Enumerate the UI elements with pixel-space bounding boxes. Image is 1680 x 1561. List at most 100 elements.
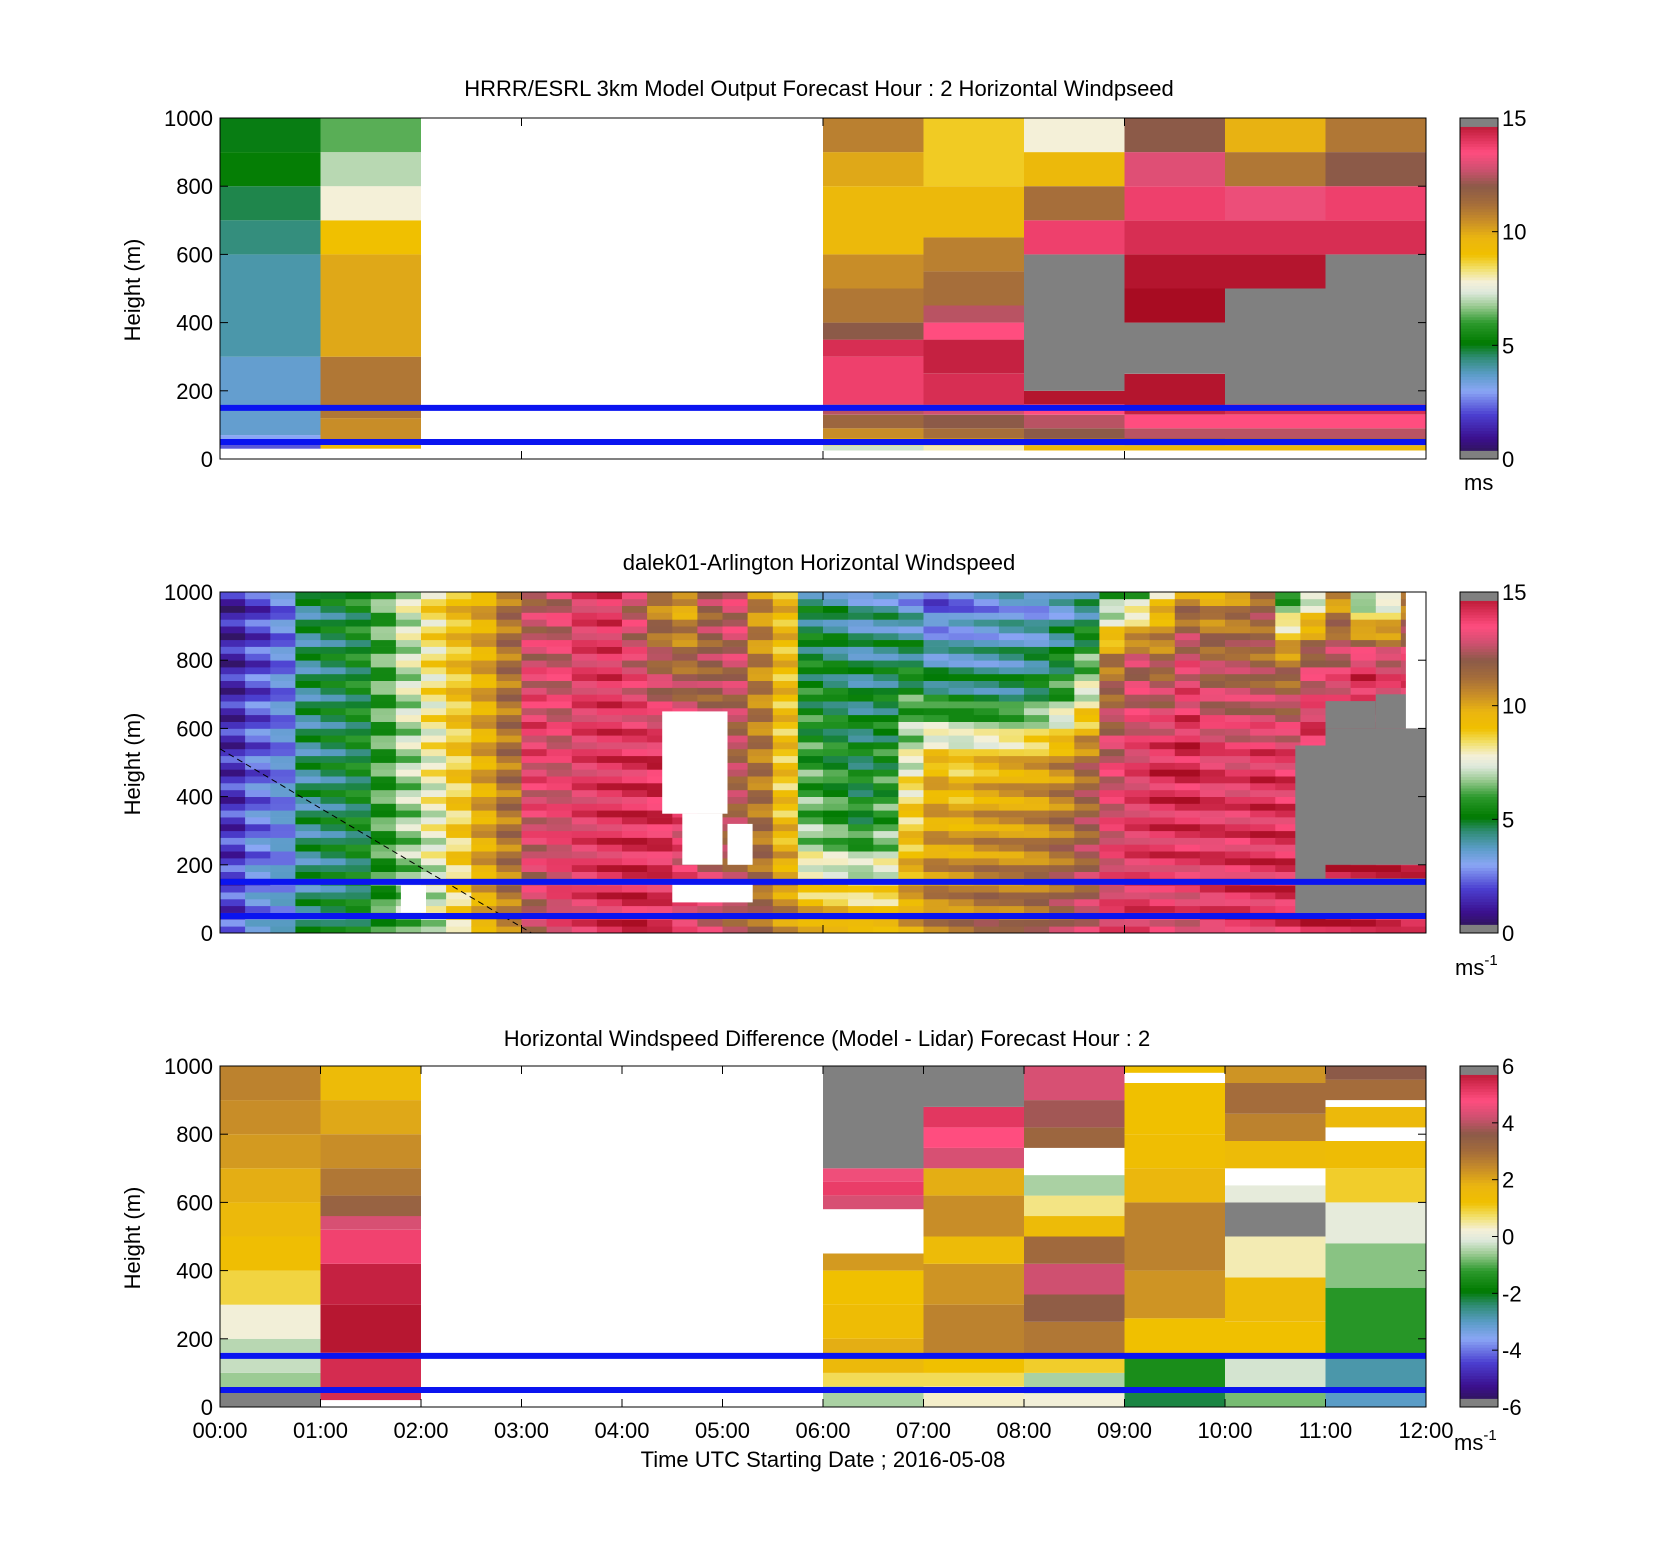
heatmap-cell — [873, 789, 899, 797]
heatmap-cell — [772, 926, 799, 934]
heatmap-cell — [823, 619, 849, 627]
heatmap-cell — [923, 701, 949, 709]
heatmap-cell — [295, 667, 321, 675]
heatmap-cell — [1225, 1113, 1326, 1141]
heatmap-cell — [647, 626, 673, 634]
heatmap-cell — [1275, 769, 1301, 777]
heatmap-cell — [1124, 414, 1225, 429]
colorbar-segment — [1460, 1134, 1498, 1138]
heatmap-cell — [421, 796, 447, 804]
heatmap-cell — [722, 701, 748, 709]
panel-lidar-xticks — [219, 592, 1427, 933]
heatmap-cell — [220, 626, 246, 634]
colorbar-segment — [1460, 1128, 1498, 1132]
heatmap-cell — [370, 707, 397, 716]
heatmap-cell — [1375, 612, 1402, 620]
heatmap-cell — [622, 837, 648, 845]
heatmap-cell — [823, 660, 849, 668]
colorbar-segment — [1460, 368, 1498, 372]
heatmap-cell — [1250, 673, 1276, 681]
heatmap-cell — [521, 783, 547, 791]
heatmap-cell — [772, 783, 799, 791]
heatmap-cell — [1124, 796, 1150, 804]
heatmap-cell — [1099, 687, 1125, 695]
heatmap-cell — [370, 701, 397, 709]
heatmap-cell — [1300, 667, 1326, 675]
colorbar-segment — [1460, 1389, 1498, 1394]
heatmap-cell — [848, 789, 874, 797]
heatmap-cell — [1099, 646, 1125, 654]
heatmap-cell — [1325, 1390, 1426, 1407]
heatmap-cell — [1300, 680, 1326, 688]
heatmap-cell — [672, 632, 698, 641]
heatmap-cell — [395, 844, 422, 852]
colorbar-segment — [1460, 1225, 1498, 1229]
heatmap-cell — [320, 1066, 421, 1101]
heatmap-cell — [1225, 783, 1251, 791]
y-tick-label: 200 — [176, 853, 213, 878]
heatmap-cell — [546, 619, 573, 627]
heatmap-cell — [546, 605, 573, 613]
heatmap-cell — [1174, 810, 1201, 818]
colorbar-segment — [1460, 302, 1498, 306]
heatmap-cell — [1350, 605, 1377, 613]
colorbar-segment — [1460, 294, 1498, 298]
heatmap-cell — [546, 796, 573, 804]
heatmap-cell — [1074, 592, 1100, 600]
heatmap-cell — [270, 632, 296, 641]
heatmap-cell — [1149, 612, 1176, 620]
heatmap-cell — [320, 898, 346, 907]
heatmap-cell — [1049, 864, 1075, 872]
heatmap-cell — [973, 598, 1000, 606]
heatmap-cell — [1300, 728, 1326, 736]
heatmap-cell — [672, 701, 698, 709]
colorbar-segment — [1460, 1404, 1498, 1408]
heatmap-cell — [546, 687, 573, 695]
heatmap-cell — [1325, 1202, 1426, 1244]
heatmap-cell — [797, 728, 824, 736]
heatmap-cell — [823, 632, 849, 641]
heatmap-cell — [320, 1195, 421, 1217]
heatmap-cell — [320, 639, 346, 647]
heatmap-cell — [1174, 803, 1201, 811]
heatmap-cell — [1149, 673, 1176, 681]
heatmap-cell — [320, 755, 346, 763]
heatmap-cell — [421, 755, 447, 763]
heatmap-cell — [923, 823, 949, 832]
heatmap-cell — [1024, 735, 1050, 743]
heatmap-cell — [295, 646, 321, 654]
heatmap-cell — [722, 762, 748, 770]
heatmap-cell — [1225, 823, 1251, 832]
heatmap-cell — [571, 851, 598, 859]
colorbar-segment — [1460, 1347, 1498, 1351]
colorbar-segment — [1460, 282, 1498, 287]
heatmap-cell — [1225, 118, 1326, 153]
heatmap-cell — [245, 598, 271, 606]
colorbar-segment — [1460, 336, 1498, 341]
heatmap-cell — [345, 626, 372, 634]
heatmap-cell — [270, 667, 296, 675]
heatmap-cell — [421, 687, 447, 695]
heatmap-cell — [421, 762, 447, 770]
colorbar-segment — [1460, 1284, 1498, 1289]
heatmap-cell — [571, 701, 598, 709]
colorbar-segment — [1460, 1367, 1498, 1371]
x-tick-label: 12:00 — [1398, 1418, 1453, 1443]
heatmap-cell — [1024, 118, 1125, 153]
heatmap-cell-missing — [672, 881, 753, 903]
heatmap-cell — [220, 830, 246, 838]
heatmap-cell — [797, 660, 824, 668]
heatmap-cell — [1149, 728, 1176, 736]
colorbar-segment — [1460, 1233, 1498, 1237]
heatmap-cell — [772, 680, 799, 688]
heatmap-cell — [1225, 445, 1326, 451]
heatmap-cell — [446, 598, 472, 606]
heatmap-cell — [722, 735, 748, 743]
heatmap-cell — [1099, 783, 1125, 791]
heatmap-cell — [622, 680, 648, 688]
heatmap-cell — [622, 919, 648, 927]
heatmap-cell — [1124, 742, 1150, 750]
colorbar-segment — [1460, 768, 1498, 772]
heatmap-cell — [521, 714, 547, 722]
heatmap-cell — [873, 762, 899, 770]
